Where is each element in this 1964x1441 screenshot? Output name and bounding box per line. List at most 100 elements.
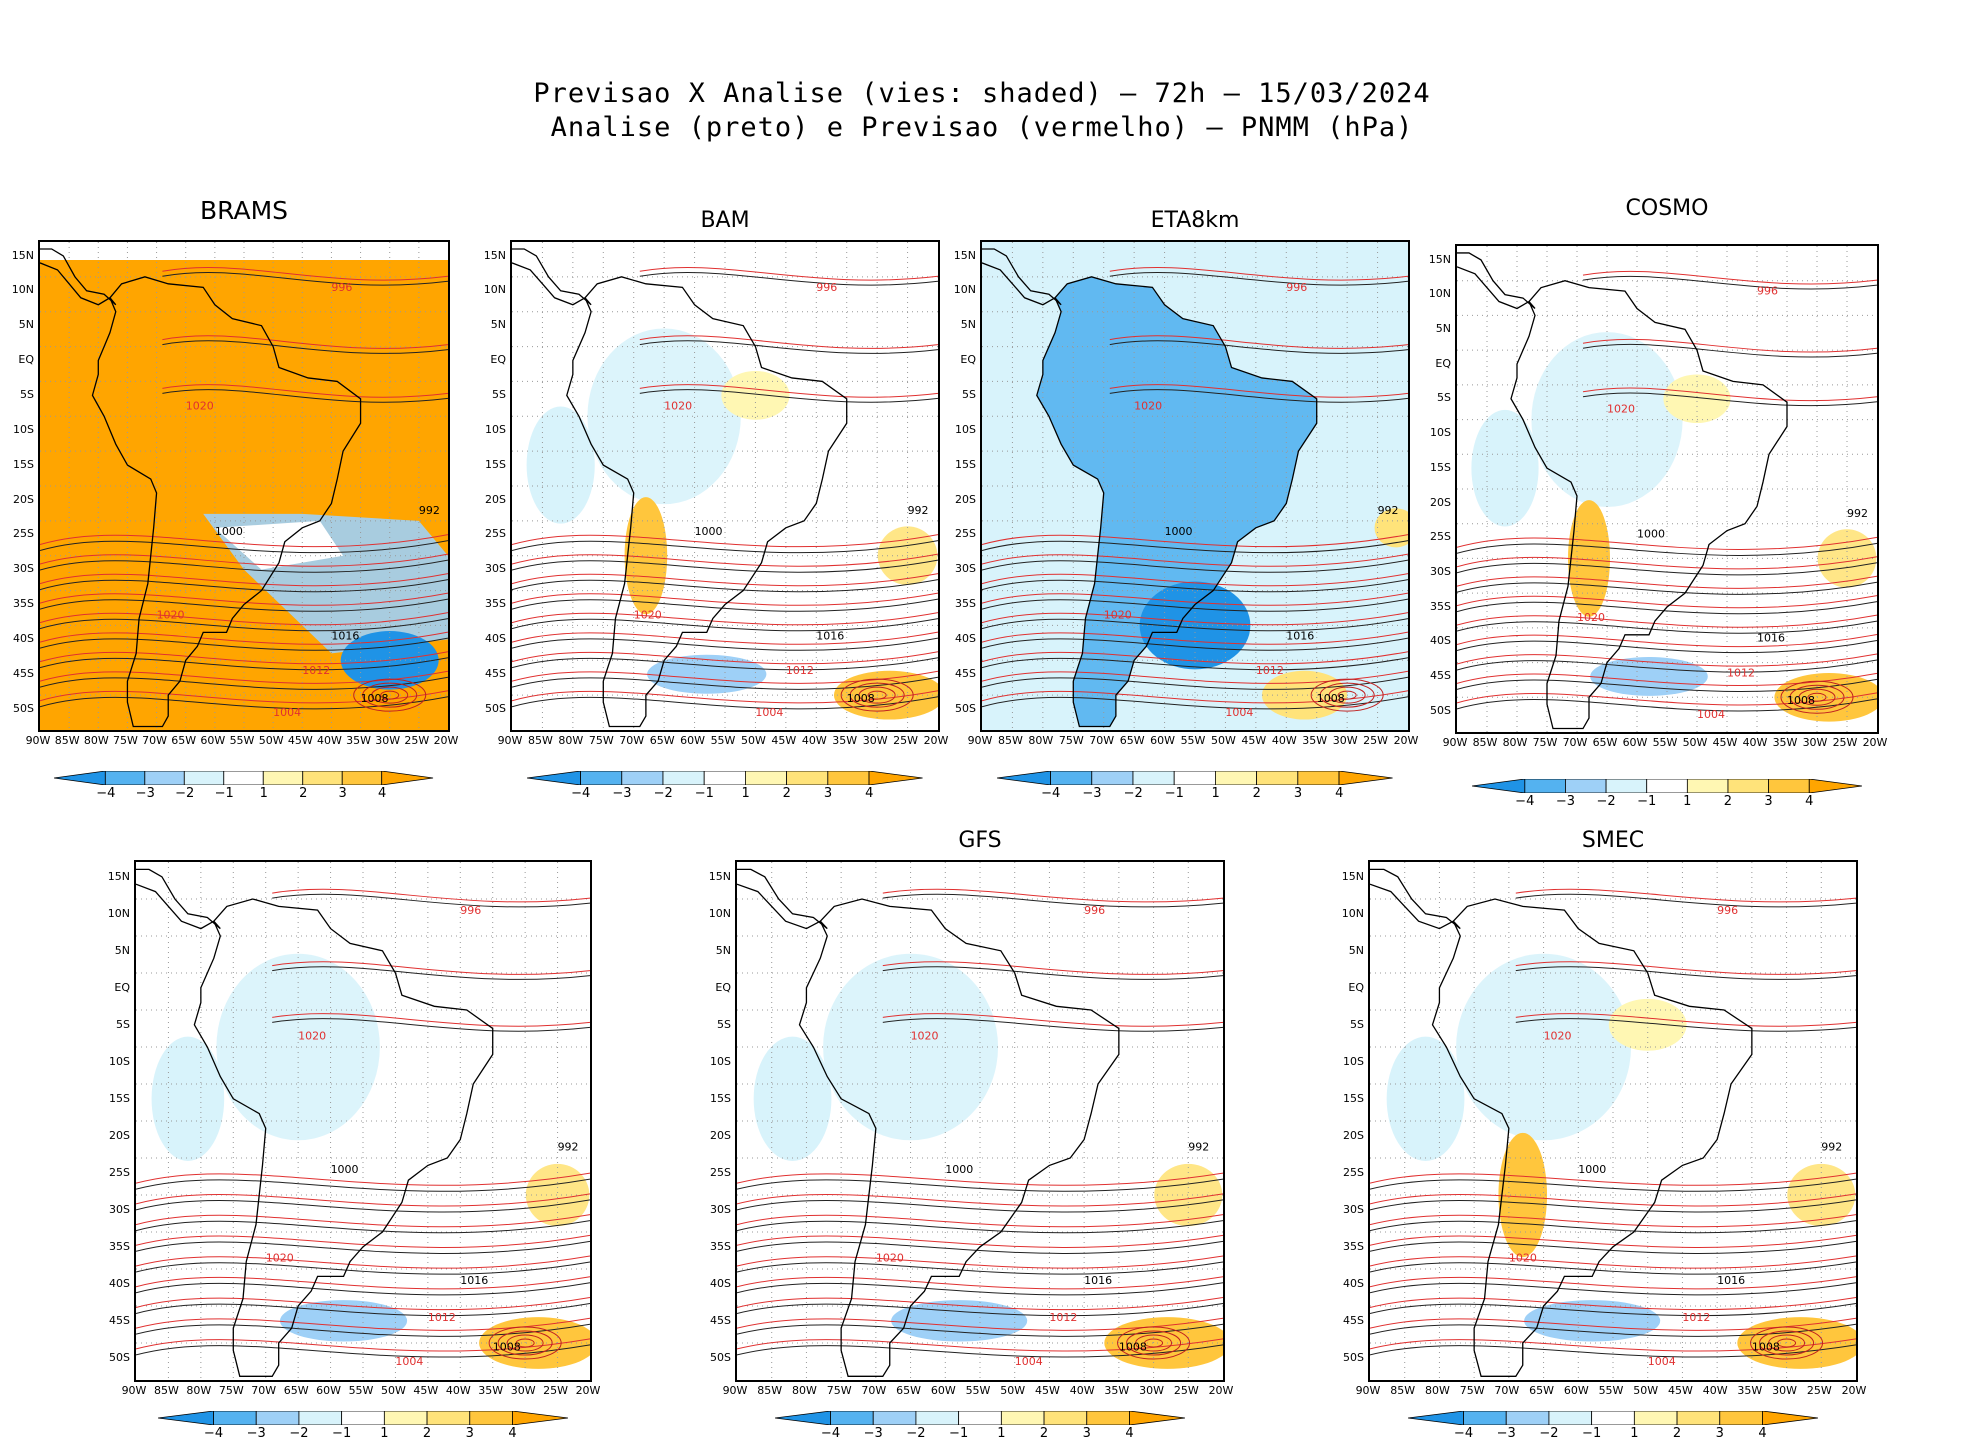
latitude-tick-label: 10S (710, 1054, 731, 1068)
analysis-isobar (1370, 1178, 1856, 1192)
analysis-isobar (982, 598, 1408, 612)
latitude-tick-label: EQ (114, 980, 130, 994)
longitude-tick-label: 50W (1633, 1384, 1659, 1397)
longitude-tick-label: 50W (1210, 734, 1236, 747)
analysis-isobar (1457, 620, 1877, 634)
analysis-isobar (882, 966, 1223, 980)
forecast-isobar (982, 534, 1408, 548)
map-canvas: 1020 1016 1012 1008 1004 1000 996 992 1020 (1370, 862, 1856, 1380)
forecast-isobar (40, 670, 448, 684)
colorbar-label: −2 (653, 786, 673, 801)
longitude-tick-label: 65W (1529, 1384, 1554, 1397)
colorbar-swatch (255, 1410, 300, 1426)
latitude-tick-label: 5S (1350, 1017, 1364, 1031)
latitude-tick-label: 30S (485, 562, 506, 576)
longitude-tick-label: 85W (757, 1384, 783, 1397)
latitude-tick-label: 20S (1430, 495, 1451, 509)
forecast-isobar (162, 384, 448, 398)
colorbar-label: −4 (820, 1426, 841, 1441)
longitude-tick-label: 30W (510, 1384, 536, 1397)
isobar-label: 1008 (1119, 1340, 1147, 1353)
forecast-isobar (982, 631, 1408, 645)
low-pressure-contour (1780, 680, 1854, 714)
colorbar-label: 4 (378, 786, 387, 801)
colorbar-swatch (157, 1410, 214, 1426)
latitude-tick-label: EQ (1348, 980, 1364, 994)
bias-shading-warm (624, 497, 668, 615)
longitude-tick-label: 75W (112, 734, 138, 747)
analysis-isobar (40, 696, 448, 710)
colorbar-swatch (1808, 778, 1863, 794)
longitude-tick-label: 60W (200, 734, 226, 747)
colorbar-label: −3 (246, 1426, 266, 1441)
colorbar-swatch (469, 1410, 513, 1426)
latitude-tick-label: 15N (483, 248, 506, 262)
isobar-label: 996 (1717, 904, 1738, 917)
longitude-tick-label: 65W (171, 734, 197, 747)
analysis-isobar (512, 540, 938, 554)
forecast-isobar (639, 335, 938, 349)
longitude-tick-label: 80W (83, 734, 109, 747)
longitude-tick-label: 40W (1271, 734, 1297, 747)
latitude-tick-label: 35S (1343, 1239, 1364, 1253)
map-frame: 1020 1016 1012 1008 1004 1000 996 992 1020 (980, 240, 1410, 732)
longitude-tick-label: 80W (1502, 736, 1528, 749)
panel-title: BRAMS (199, 196, 289, 225)
colorbar-swatch (958, 1410, 1002, 1426)
colorbar-swatch (827, 770, 870, 786)
forecast-isobar (1582, 387, 1877, 402)
latitude-tick-label: EQ (18, 353, 34, 367)
isobar-label: 1012 (786, 664, 814, 677)
latitude-tick-label: 35S (1430, 599, 1451, 613)
longitude-tick-label: 60W (1622, 736, 1648, 749)
longitude-tick-label: 55W (710, 734, 736, 747)
latitude-tick-label: 15S (710, 1091, 731, 1105)
colorbar-label: 4 (1335, 786, 1344, 801)
isobar-label: 1000 (331, 1163, 359, 1176)
latitude-tick-label: 5S (717, 1017, 731, 1031)
latitude-tick-label: 15S (109, 1091, 130, 1105)
isobar-label: 1016 (331, 629, 359, 642)
map-canvas: 1020 1016 1012 1008 1004 1000 996 992 1020 (512, 242, 938, 730)
longitude-tick-label: 30W (375, 734, 401, 747)
bias-shading-warm (1608, 998, 1687, 1051)
forecast-isobar (272, 961, 590, 975)
isobar-label: 1004 (1015, 1355, 1043, 1368)
isobar-label: 996 (460, 904, 481, 917)
longitude-tick-label: 30W (1332, 734, 1358, 747)
analysis-isobar (40, 579, 448, 593)
latitude-tick-label: 50S (13, 701, 34, 715)
panel-title: ETA8km (1150, 208, 1240, 233)
analysis-isobar (1457, 659, 1877, 673)
longitude-tick-label: 35W (1104, 1384, 1130, 1397)
colorbar-swatch (1463, 1410, 1507, 1426)
colorbar: −4 −3 −2 −1 1 2 3 4 (1407, 1410, 1819, 1441)
colorbar-label: 3 (338, 786, 347, 801)
analysis-isobar (136, 1178, 590, 1192)
analysis-isobar (982, 540, 1408, 554)
colorbar-label: −4 (1041, 786, 1061, 801)
bias-shading-cold (151, 1036, 225, 1161)
longitude-tick-label: 50W (258, 734, 284, 747)
latitude-tick-label: 10S (13, 422, 34, 436)
analysis-isobar (512, 579, 938, 593)
isobar-label: 1004 (1697, 708, 1725, 721)
forecast-isobar (1457, 556, 1877, 570)
colorbar-swatch (223, 770, 265, 786)
analysis-isobar (737, 1220, 1223, 1234)
colorbar-swatch (1605, 778, 1648, 794)
bias-shading-cold (1471, 409, 1539, 527)
latitude-tick-label: 45S (485, 666, 506, 680)
colorbar-swatch (1050, 770, 1093, 786)
longitude-tick-label: 60W (930, 1384, 956, 1397)
forecast-isobar (1109, 384, 1408, 398)
colorbar-label: −4 (1453, 1426, 1474, 1441)
forecast-isobar (982, 651, 1408, 665)
analysis-isobar (512, 696, 938, 710)
forecast-isobar (1457, 536, 1877, 550)
low-pressure-contour (1798, 688, 1836, 706)
longitude-tick-label: 20W (1393, 734, 1419, 747)
colorbar-label: 1 (259, 786, 268, 801)
latitude-tick-label: 45S (710, 1313, 731, 1327)
longitude-tick-label: 75W (1058, 734, 1084, 747)
